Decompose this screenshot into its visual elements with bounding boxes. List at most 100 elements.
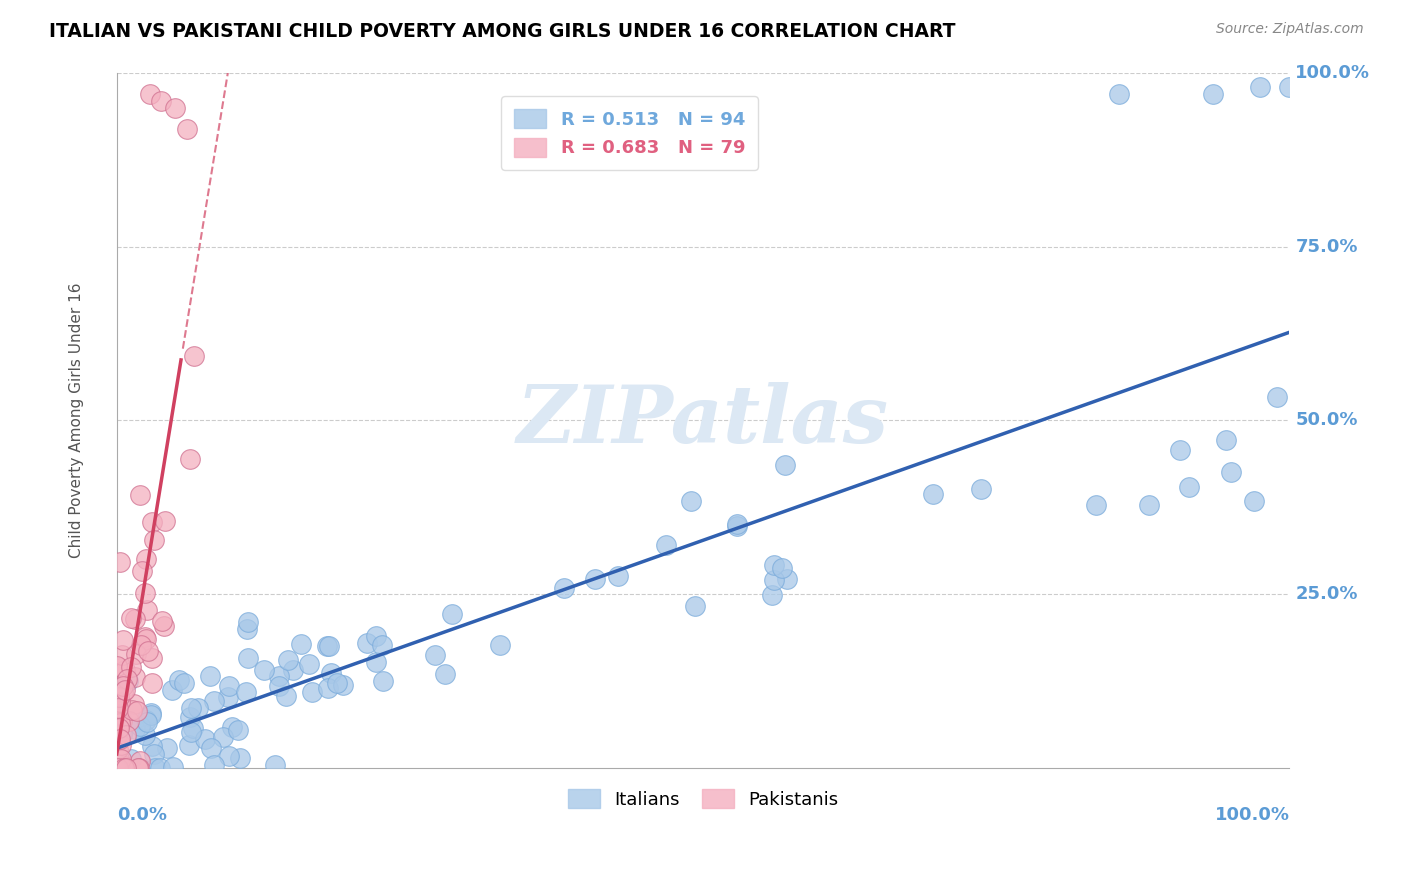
Point (135, 552, 157, 566)
Point (434, 666, 457, 681)
Point (1168, 442, 1191, 457)
Point (111, 679, 134, 693)
Point (105, 659, 128, 673)
Point (124, 722, 146, 736)
Point (121, 611, 143, 625)
Point (108, 731, 131, 746)
Point (125, 705, 148, 719)
Point (212, 730, 235, 744)
Point (125, 648, 148, 662)
Point (110, 752, 132, 766)
Point (120, 660, 142, 674)
Point (281, 663, 304, 677)
Point (121, 703, 143, 717)
Point (134, 728, 156, 742)
Text: 100.0%: 100.0% (1215, 805, 1289, 824)
Point (135, 632, 157, 647)
Point (129, 638, 152, 652)
Point (155, 514, 177, 528)
Point (139, 708, 162, 723)
Point (162, 759, 184, 773)
Point (228, 750, 250, 764)
Point (202, 758, 225, 772)
Point (681, 493, 703, 508)
Point (763, 573, 786, 587)
Point (131, 565, 153, 579)
Point (654, 538, 676, 552)
Point (1243, 494, 1265, 508)
Point (183, 349, 205, 363)
Text: ZIPatlas: ZIPatlas (517, 382, 889, 459)
Point (725, 517, 748, 532)
Point (141, 739, 163, 753)
Point (441, 607, 464, 621)
Point (1265, 390, 1288, 404)
Point (316, 681, 339, 695)
Text: 50.0%: 50.0% (1295, 411, 1358, 429)
Point (139, 706, 162, 720)
Text: 100.0%: 100.0% (1295, 64, 1371, 82)
Point (177, 738, 200, 752)
Point (218, 679, 240, 693)
Point (371, 638, 394, 652)
Point (138, 87, 160, 101)
Point (122, 698, 145, 712)
Point (120, 752, 142, 766)
Text: Source: ZipAtlas.com: Source: ZipAtlas.com (1216, 22, 1364, 37)
Point (263, 758, 285, 772)
Point (136, 715, 159, 730)
Point (110, 738, 132, 752)
Point (770, 561, 793, 575)
Point (114, 683, 136, 698)
Point (105, 761, 128, 775)
Point (761, 588, 783, 602)
Point (115, 761, 138, 775)
Point (253, 663, 276, 677)
Point (107, 761, 129, 775)
Point (112, 759, 135, 773)
Point (236, 623, 259, 637)
Point (141, 651, 163, 665)
Text: ITALIAN VS PAKISTANI CHILD POVERTY AMONG GIRLS UNDER 16 CORRELATION CHART: ITALIAN VS PAKISTANI CHILD POVERTY AMONG… (49, 22, 956, 41)
Point (112, 761, 135, 775)
Point (775, 573, 797, 587)
Point (200, 740, 222, 755)
Point (373, 674, 395, 689)
Point (129, 754, 152, 768)
Point (318, 639, 340, 653)
Point (129, 719, 152, 733)
Point (606, 568, 628, 582)
Point (235, 685, 257, 699)
Point (145, 761, 167, 775)
Point (1278, 79, 1301, 94)
Point (187, 701, 209, 715)
Point (366, 655, 388, 669)
Point (683, 599, 706, 613)
Point (773, 458, 796, 472)
Point (108, 555, 131, 569)
Point (1137, 498, 1160, 512)
Point (423, 648, 446, 662)
Point (108, 690, 131, 704)
Point (107, 700, 129, 714)
Point (181, 721, 204, 735)
Point (236, 650, 259, 665)
Text: 75.0%: 75.0% (1295, 238, 1358, 256)
Point (153, 619, 176, 633)
Point (1220, 465, 1243, 479)
Point (1177, 480, 1199, 494)
Point (105, 761, 128, 775)
Point (134, 586, 156, 600)
Point (105, 728, 128, 742)
Point (105, 695, 128, 709)
Point (115, 728, 138, 742)
Point (217, 690, 239, 705)
Point (202, 694, 225, 708)
Point (127, 761, 149, 775)
Point (108, 721, 131, 735)
Point (1249, 79, 1271, 94)
Point (136, 603, 159, 617)
Text: Child Poverty Among Girls Under 16: Child Poverty Among Girls Under 16 (69, 283, 84, 558)
Point (970, 482, 993, 496)
Point (326, 676, 349, 690)
